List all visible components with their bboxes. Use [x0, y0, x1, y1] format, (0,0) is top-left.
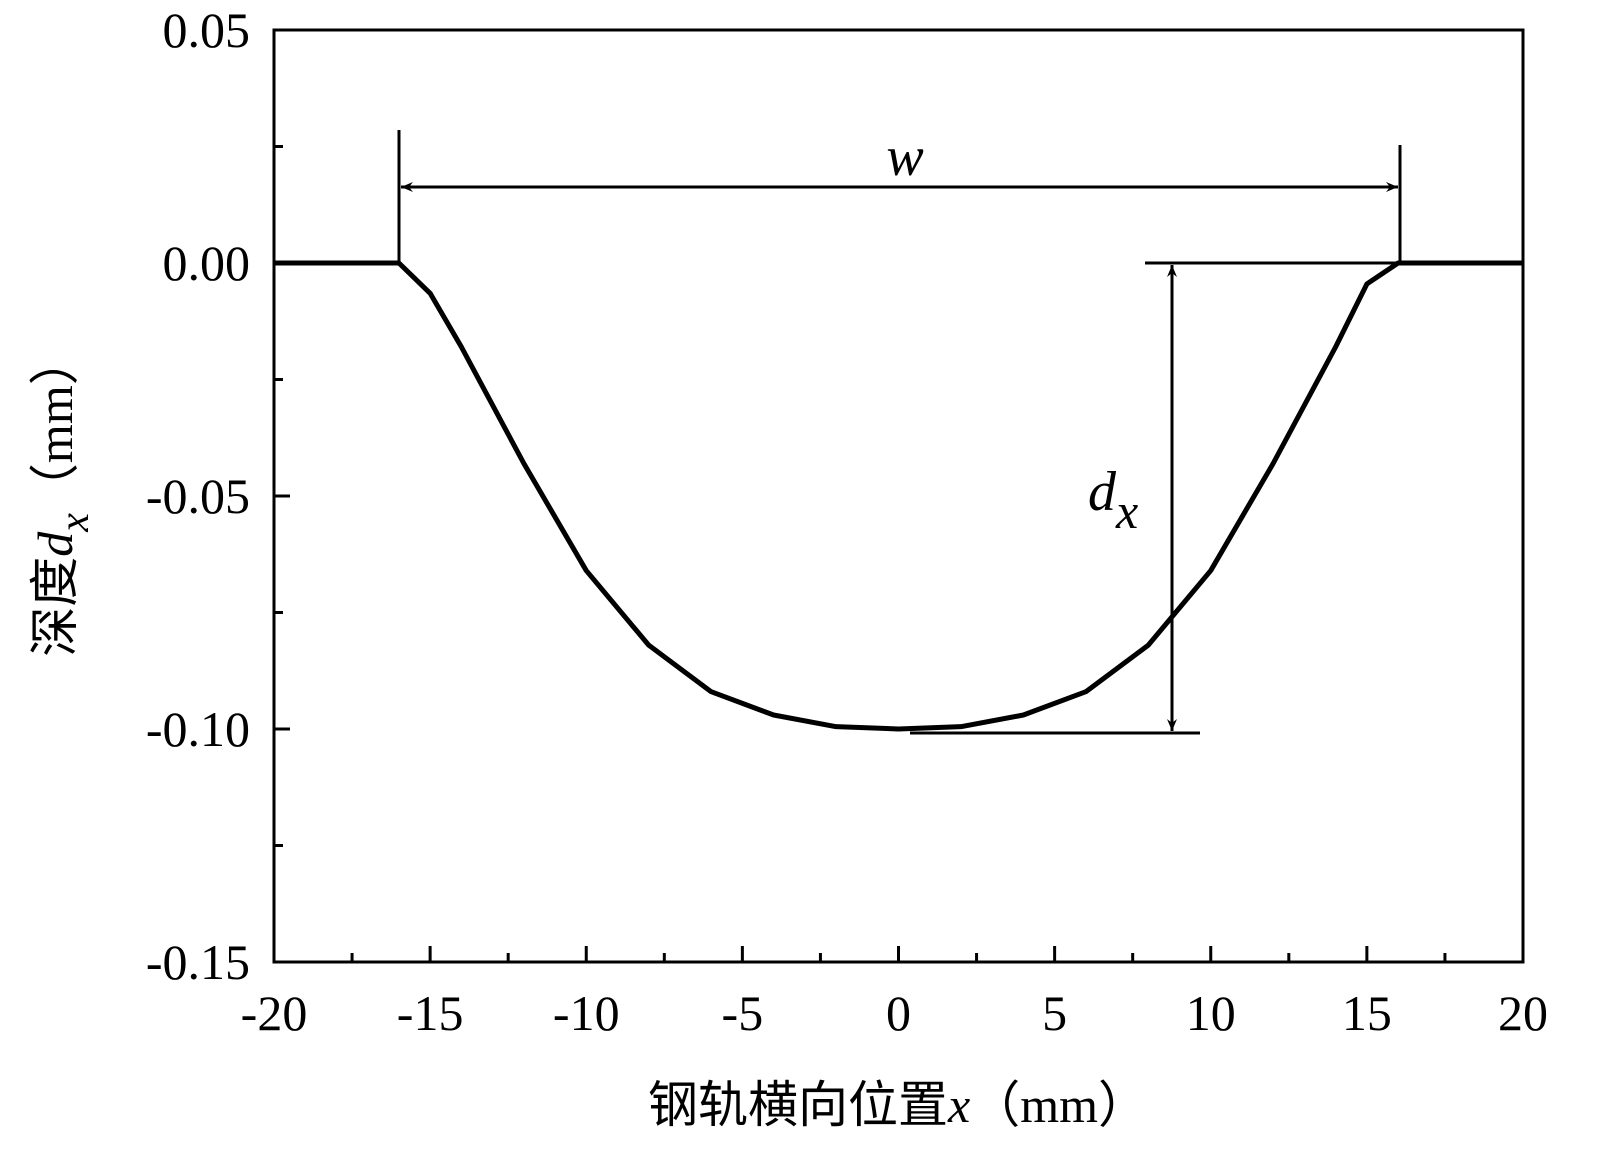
x-label-unit: （mm）	[970, 1077, 1148, 1133]
x-tick-label: 0	[886, 985, 911, 1041]
y-tick-label: 0.05	[163, 2, 251, 58]
x-axis-label: 钢轨横向位置x（mm）	[648, 1077, 1148, 1133]
x-tick-label: -20	[241, 985, 308, 1041]
x-tick-label: 15	[1342, 985, 1392, 1041]
x-tick-label: 5	[1042, 985, 1067, 1041]
y-label-text: 深度	[27, 557, 83, 657]
y-tick-label: 0.00	[163, 235, 251, 291]
x-tick-label: 20	[1498, 985, 1548, 1041]
y-axis-label: 深度dx（mm）	[27, 335, 98, 656]
x-label-var: x	[947, 1077, 970, 1133]
x-tick-label: -15	[397, 985, 464, 1041]
y-tick-label: -0.15	[146, 934, 250, 990]
x-tick-label: -10	[553, 985, 620, 1041]
y-label-unit: （mm）	[27, 335, 83, 513]
x-label-text: 钢轨横向位置	[648, 1077, 948, 1133]
depth-label-main: d	[1088, 461, 1117, 523]
data-line	[274, 260, 1523, 732]
x-tick-label: 10	[1186, 985, 1236, 1041]
y-tick-label: -0.05	[146, 468, 250, 524]
y-tick-label: -0.10	[146, 701, 250, 757]
y-label-var: d	[27, 531, 83, 557]
x-tick-label: -5	[722, 985, 764, 1041]
depth-label: dx	[1088, 461, 1138, 539]
depth-label-sub: x	[1115, 483, 1138, 539]
width-label: w	[886, 126, 923, 188]
y-label-sub: x	[52, 513, 98, 533]
annotations	[397, 130, 1402, 735]
